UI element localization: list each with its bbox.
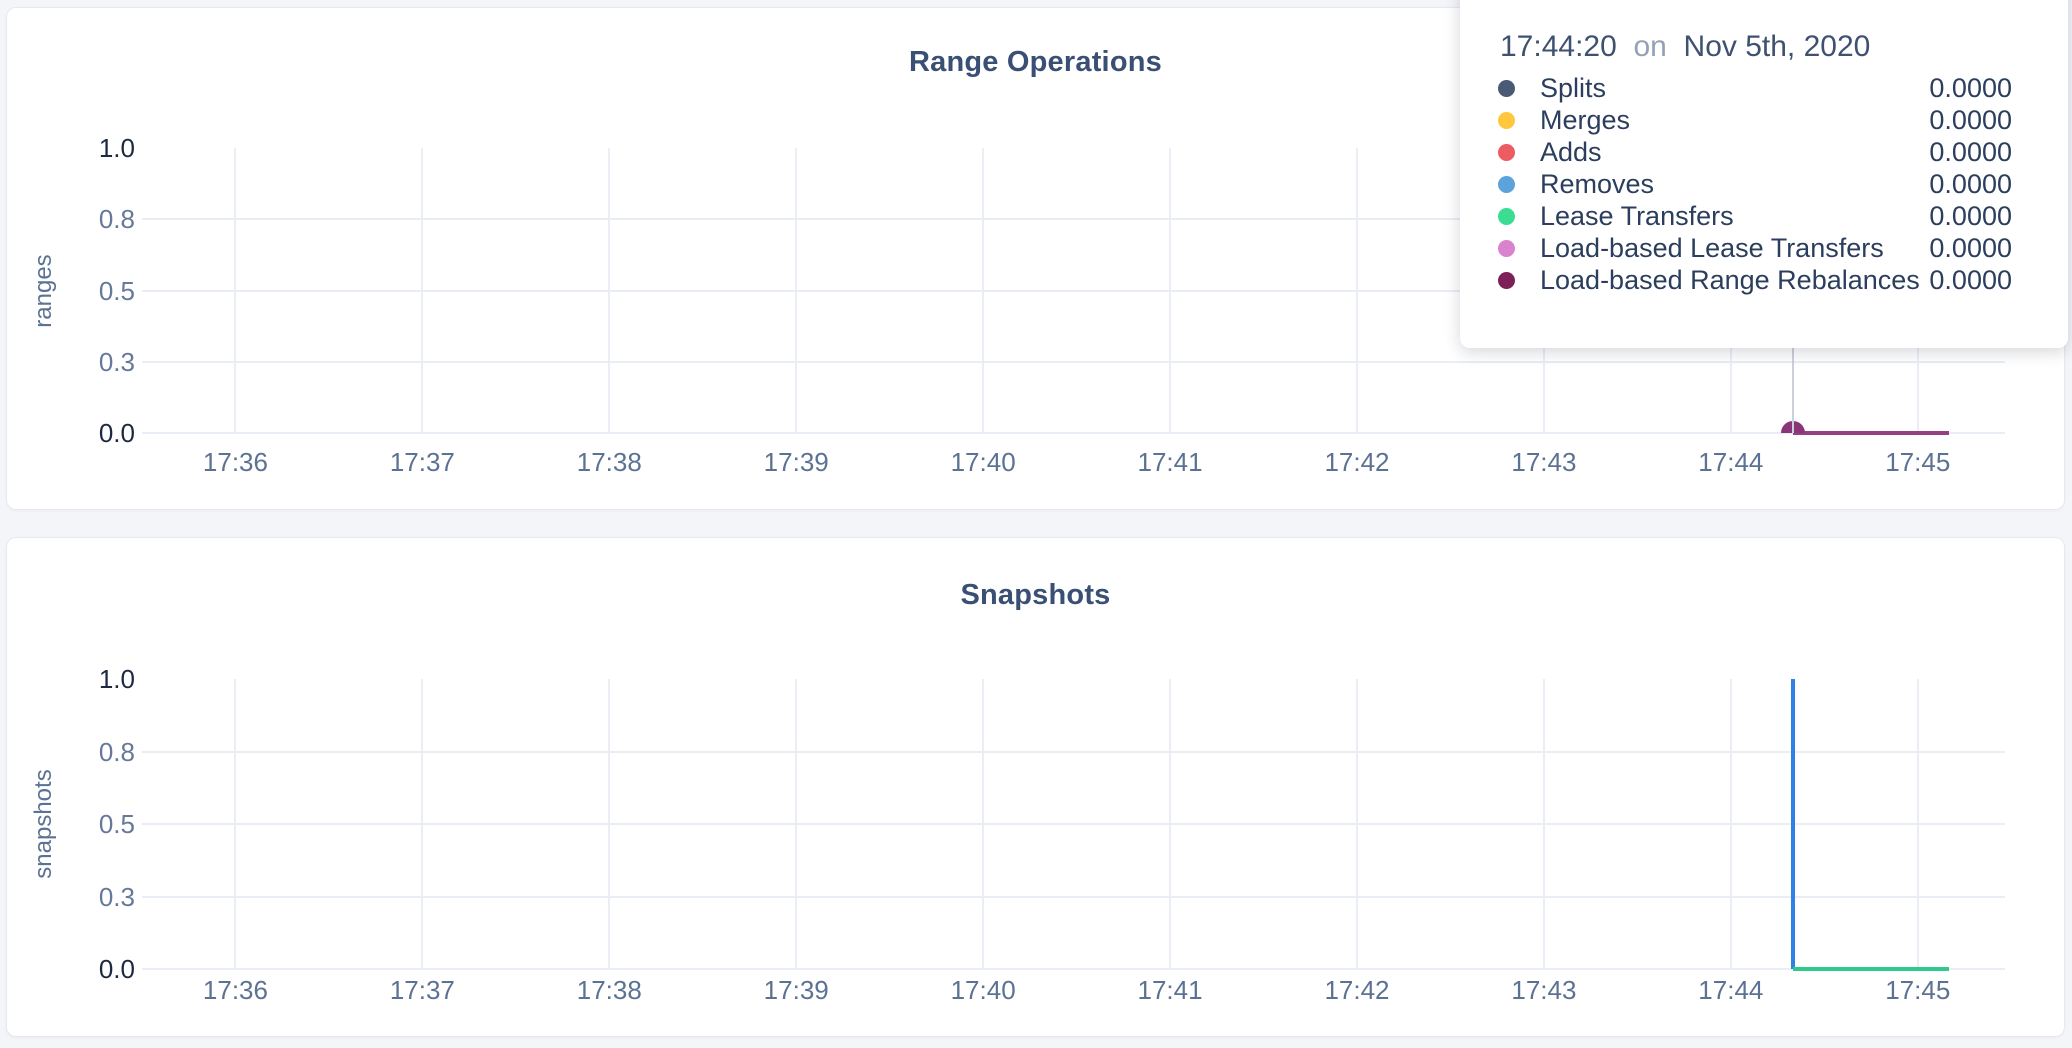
series-value: 0.0000 [1929, 72, 2012, 103]
tooltip-series-list: Splits 0.0000 Merges 0.0000 Adds 0.0000 Remove… [1498, 72, 2012, 296]
tooltip-series-row: Removes 0.0000 [1498, 168, 2012, 200]
range-operations-title: Range Operations [909, 46, 1162, 78]
series-value: 0.0000 [1929, 264, 2012, 295]
tooltip-series-row: Lease Transfers 0.0000 [1498, 200, 2012, 232]
series-color-dot-icon [1498, 271, 1515, 289]
series-label: Removes [1540, 168, 1655, 199]
tooltip-series-row: Load-based Lease Transfers 0.0000 [1498, 232, 2012, 264]
series-color-dot-icon [1498, 111, 1515, 129]
series-value: 0.0000 [1929, 104, 2012, 135]
tooltip-date: Nov 5th, 2020 [1683, 30, 1871, 63]
tooltip-series-row: Merges 0.0000 [1498, 104, 2012, 136]
series-label: Lease Transfers [1540, 200, 1734, 231]
tooltip-time: 17:44:20 [1500, 30, 1617, 63]
tooltip-series-row: Load-based Range Rebalances 0.0000 [1498, 264, 2012, 296]
hover-tooltip: 17:44:20 on Nov 5th, 2020 Splits 0.0000 Me… [1460, 0, 2068, 348]
series-color-dot-icon [1498, 207, 1515, 225]
snapshots-title: Snapshots [960, 579, 1111, 611]
series-value: 0.0000 [1929, 168, 2012, 199]
series-label: Adds [1540, 136, 1602, 167]
series-color-dot-icon [1498, 143, 1515, 161]
series-value: 0.0000 [1929, 232, 2012, 263]
series-label: Load-based Lease Transfers [1540, 232, 1884, 263]
series-value: 0.0000 [1929, 200, 2012, 231]
snapshots-chart-card[interactable]: Snapshots [6, 537, 2065, 1037]
tooltip-series-row: Splits 0.0000 [1498, 72, 2012, 104]
series-color-dot-icon [1498, 79, 1515, 97]
series-label: Splits [1540, 72, 1607, 103]
series-color-dot-icon [1498, 175, 1515, 193]
series-label: Merges [1540, 104, 1631, 135]
series-color-dot-icon [1498, 239, 1515, 257]
series-value: 0.0000 [1929, 136, 2012, 167]
tooltip-series-row: Adds 0.0000 [1498, 136, 2012, 168]
series-label: Load-based Range Rebalances [1540, 264, 1920, 295]
tooltip-timestamp: 17:44:20 on Nov 5th, 2020 [1500, 30, 1871, 63]
